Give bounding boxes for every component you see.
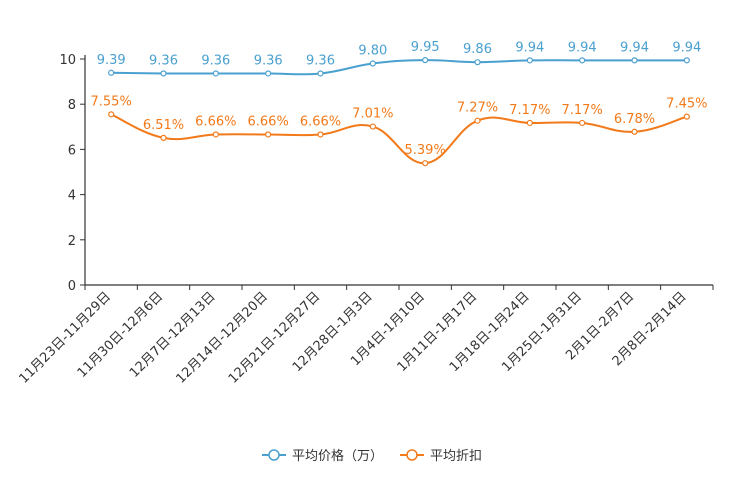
- data-point[interactable]: [579, 119, 586, 127]
- data-point[interactable]: [265, 70, 272, 77]
- x-tick-label: 11月23日-11月29日: [17, 289, 114, 386]
- legend[interactable]: 平均价格（万） 平均折扣: [262, 448, 482, 464]
- legend-label: 平均价格（万）: [292, 448, 383, 464]
- data-label: 9.36: [306, 53, 335, 68]
- data-point[interactable]: [422, 160, 429, 167]
- data-point[interactable]: [526, 119, 533, 127]
- data-label: 9.36: [149, 53, 178, 68]
- data-point[interactable]: [108, 111, 115, 118]
- data-label: 9.36: [254, 53, 283, 68]
- data-label: 9.36: [201, 53, 230, 68]
- x-tick-label: 12月21日-12月27日: [226, 289, 323, 386]
- data-label: 5.39%: [405, 143, 446, 158]
- y-tick-label: 4: [68, 189, 76, 204]
- legend-item-avg-discount[interactable]: 平均折扣: [400, 449, 482, 464]
- data-point[interactable]: [631, 57, 638, 64]
- data-label: 7.17%: [562, 103, 603, 118]
- x-tick-label: 12月14日-12月20日: [174, 289, 271, 386]
- data-point[interactable]: [474, 59, 481, 66]
- data-point[interactable]: [317, 131, 324, 138]
- data-point[interactable]: [683, 113, 690, 120]
- series-lines: [108, 57, 690, 167]
- data-point[interactable]: [631, 128, 638, 135]
- legend-item-avg-price[interactable]: 平均价格（万）: [262, 448, 383, 464]
- data-label: 9.39: [97, 53, 126, 68]
- data-label: 6.78%: [614, 112, 655, 127]
- data-label: 6.66%: [248, 114, 289, 129]
- legend-label: 平均折扣: [430, 449, 482, 464]
- data-point[interactable]: [108, 69, 115, 76]
- y-tick-label: 10: [59, 53, 76, 68]
- data-label: 7.55%: [91, 94, 132, 109]
- legend-circle-icon: [406, 449, 418, 461]
- y-tick-label: 2: [68, 234, 76, 249]
- data-label: 7.27%: [457, 101, 498, 116]
- data-point[interactable]: [526, 57, 533, 64]
- data-point[interactable]: [265, 131, 272, 138]
- data-label: 9.94: [620, 40, 649, 55]
- data-label: 6.66%: [300, 114, 341, 129]
- data-point[interactable]: [212, 70, 219, 77]
- data-label: 6.66%: [195, 114, 236, 129]
- y-tick-label: 0: [68, 279, 76, 294]
- data-point[interactable]: [474, 117, 481, 124]
- data-point[interactable]: [579, 57, 586, 64]
- data-label: 6.51%: [143, 118, 184, 133]
- data-label: 9.94: [672, 40, 701, 55]
- data-point[interactable]: [422, 57, 429, 64]
- legend-circle-icon: [268, 449, 280, 461]
- y-tick-label: 6: [68, 143, 76, 158]
- data-label: 9.94: [568, 40, 597, 55]
- y-tick-label: 8: [68, 98, 76, 113]
- data-label: 9.94: [515, 40, 544, 55]
- series-line-avg-price: [111, 59, 687, 76]
- data-label: 7.01%: [352, 107, 393, 122]
- data-point[interactable]: [160, 134, 167, 141]
- data-label: 9.86: [463, 42, 492, 57]
- data-label: 9.95: [411, 40, 440, 55]
- data-point[interactable]: [683, 57, 690, 64]
- data-point[interactable]: [212, 131, 219, 138]
- data-point[interactable]: [369, 123, 376, 130]
- data-point[interactable]: [317, 70, 324, 77]
- data-label: 9.80: [358, 44, 387, 59]
- data-point[interactable]: [160, 70, 167, 77]
- data-point[interactable]: [369, 60, 376, 67]
- data-label: 7.17%: [509, 103, 550, 118]
- data-labels: 9.39 9.36 9.36 9.36 9.36 9.80 9.95 9.86 9.94 9.94…: [91, 40, 708, 158]
- data-label: 7.45%: [666, 97, 707, 112]
